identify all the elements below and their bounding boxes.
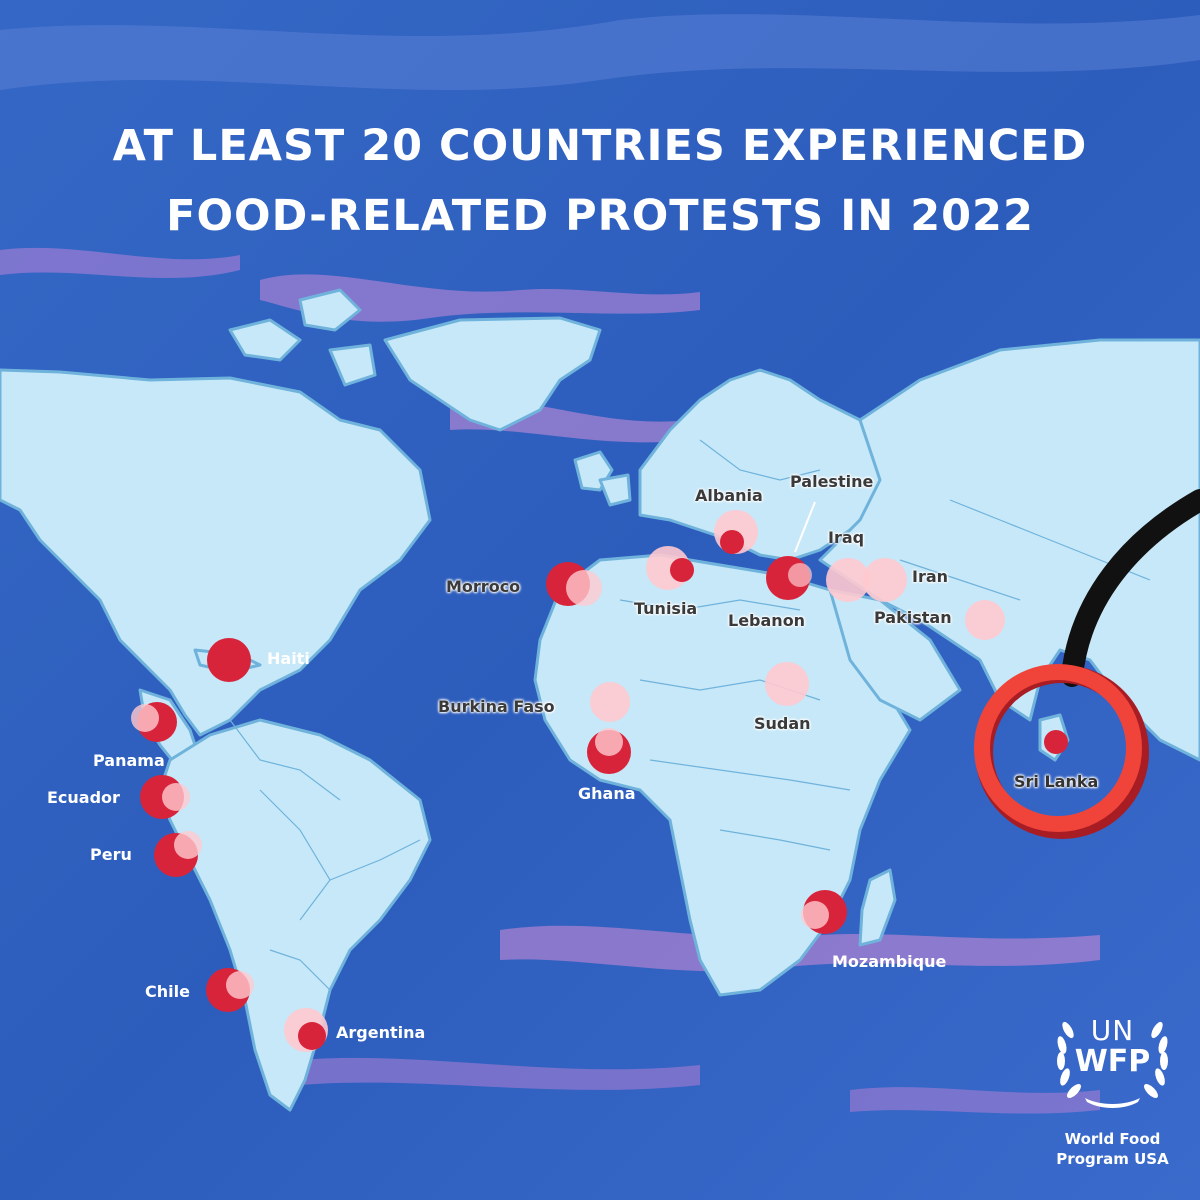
label-burkina-faso: Burkina Faso — [438, 697, 555, 716]
label-peru: Peru — [90, 845, 132, 864]
label-palestine: Palestine — [790, 472, 874, 491]
label-lebanon: Lebanon — [728, 611, 806, 630]
title-line-2: FOOD-RELATED PROTESTS IN 2022 — [166, 191, 1034, 241]
land-masses — [0, 288, 1200, 1112]
label-tunisia: Tunisia — [634, 599, 698, 618]
label-sudan: Sudan — [754, 714, 811, 733]
logo-wfp: WFP — [1074, 1044, 1151, 1079]
madagascar — [858, 868, 897, 947]
cloud-texture — [0, 14, 1200, 1114]
label-ghana: Ghana — [578, 784, 636, 803]
logo-line-2: Program USA — [1056, 1150, 1169, 1168]
label-mozambique: Mozambique — [832, 952, 947, 971]
label-haiti: Haiti — [267, 649, 310, 668]
laurel-wreath-icon — [1057, 1021, 1168, 1108]
label-iran: Iran — [912, 567, 949, 586]
logo-line-1: World Food — [1064, 1130, 1161, 1148]
north-america — [0, 368, 432, 737]
label-morroco: Morroco — [446, 577, 521, 596]
palestine-pointer — [794, 501, 816, 553]
label-albania: Albania — [695, 486, 763, 505]
title-line-1: AT LEAST 20 COUNTRIES EXPERIENCED — [112, 121, 1088, 171]
label-chile: Chile — [145, 982, 190, 1001]
label-ecuador: Ecuador — [47, 788, 120, 807]
wfp-logo: UN WFP World Food Program USA — [1040, 1000, 1185, 1190]
protest-markers — [131, 510, 1068, 1052]
label-panama: Panama — [93, 751, 165, 770]
sri-lanka-highlight — [974, 489, 1200, 839]
label-sri-lanka: Sri Lanka — [1014, 772, 1099, 791]
label-pakistan: Pakistan — [874, 608, 952, 627]
logo-un: UN — [1090, 1014, 1135, 1047]
label-iraq: Iraq — [828, 528, 865, 547]
greenland — [383, 316, 602, 432]
label-argentina: Argentina — [336, 1023, 426, 1042]
